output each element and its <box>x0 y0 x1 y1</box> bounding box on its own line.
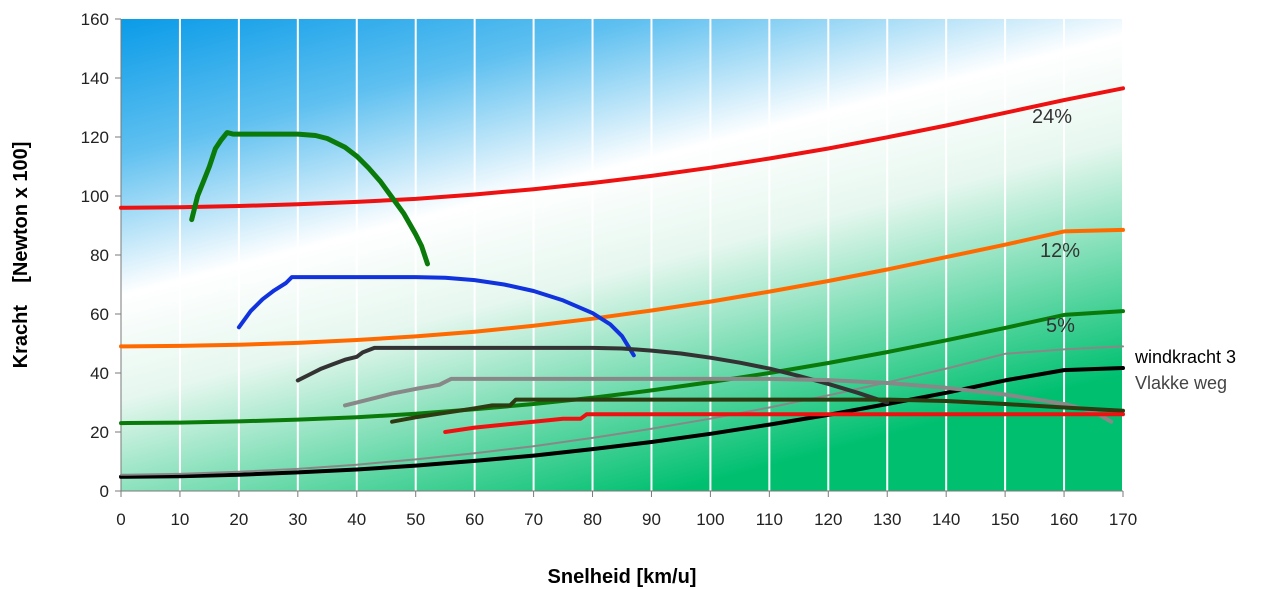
x-tick-label: 160 <box>1050 510 1078 529</box>
x-tick-label: 0 <box>116 510 125 529</box>
x-tick-label: 120 <box>814 510 842 529</box>
x-axis-ticks: 0 10 20 30 40 50 60 70 80 90 100 110 120 130 140 150 160… <box>116 491 1137 529</box>
x-tick-label: 10 <box>170 510 189 529</box>
x-tick-label: 140 <box>932 510 960 529</box>
series-line-5 <box>189 130 430 267</box>
y-tick-label: 60 <box>90 305 109 324</box>
x-tick-label: 170 <box>1109 510 1137 529</box>
series-line-2 <box>119 309 1125 426</box>
x-tick-label: 70 <box>524 510 543 529</box>
x-tick-label: 80 <box>583 510 602 529</box>
x-tick-label: 110 <box>756 510 783 529</box>
y-tick-label: 140 <box>81 69 109 88</box>
y-tick-label: 20 <box>90 423 109 442</box>
series-line-9 <box>390 397 1125 424</box>
label-24-percent: 24% <box>1032 106 1072 128</box>
series-line-10 <box>443 412 1125 434</box>
y-tick-label: 100 <box>81 187 109 206</box>
series-line-0 <box>119 86 1125 210</box>
y-tick-label: 120 <box>81 128 109 147</box>
x-tick-label: 150 <box>991 510 1019 529</box>
series-line-8 <box>343 376 1114 424</box>
x-tick-label: 90 <box>642 510 661 529</box>
x-axis-title: Snelheid [km/u] <box>548 566 697 588</box>
y-tick-label: 40 <box>90 364 109 383</box>
x-tick-label: 20 <box>229 510 248 529</box>
series-line-6 <box>236 275 636 358</box>
x-tick-label: 40 <box>347 510 366 529</box>
x-tick-label: 50 <box>406 510 425 529</box>
label-windkracht: windkracht 3 <box>1134 347 1236 367</box>
y-tick-label: 80 <box>90 246 109 265</box>
x-tick-label: 100 <box>696 510 724 529</box>
x-tick-label: 30 <box>288 510 307 529</box>
label-5-percent: 5% <box>1046 315 1075 337</box>
series-line-4 <box>120 345 1124 476</box>
y-axis-title: Kracht [Newton x 100] <box>10 142 32 369</box>
x-tick-label: 130 <box>873 510 901 529</box>
y-axis-ticks: 0 20 40 60 80 100 120 140 160 <box>81 10 121 501</box>
series-layer <box>119 86 1125 479</box>
series-line-7 <box>295 345 890 405</box>
label-vlakke-weg: Vlakke weg <box>1135 373 1227 393</box>
y-tick-label: 0 <box>100 482 109 501</box>
series-line-1 <box>119 227 1125 349</box>
x-tick-label: 60 <box>465 510 484 529</box>
y-tick-label: 160 <box>81 10 109 29</box>
label-12-percent: 12% <box>1040 240 1080 262</box>
